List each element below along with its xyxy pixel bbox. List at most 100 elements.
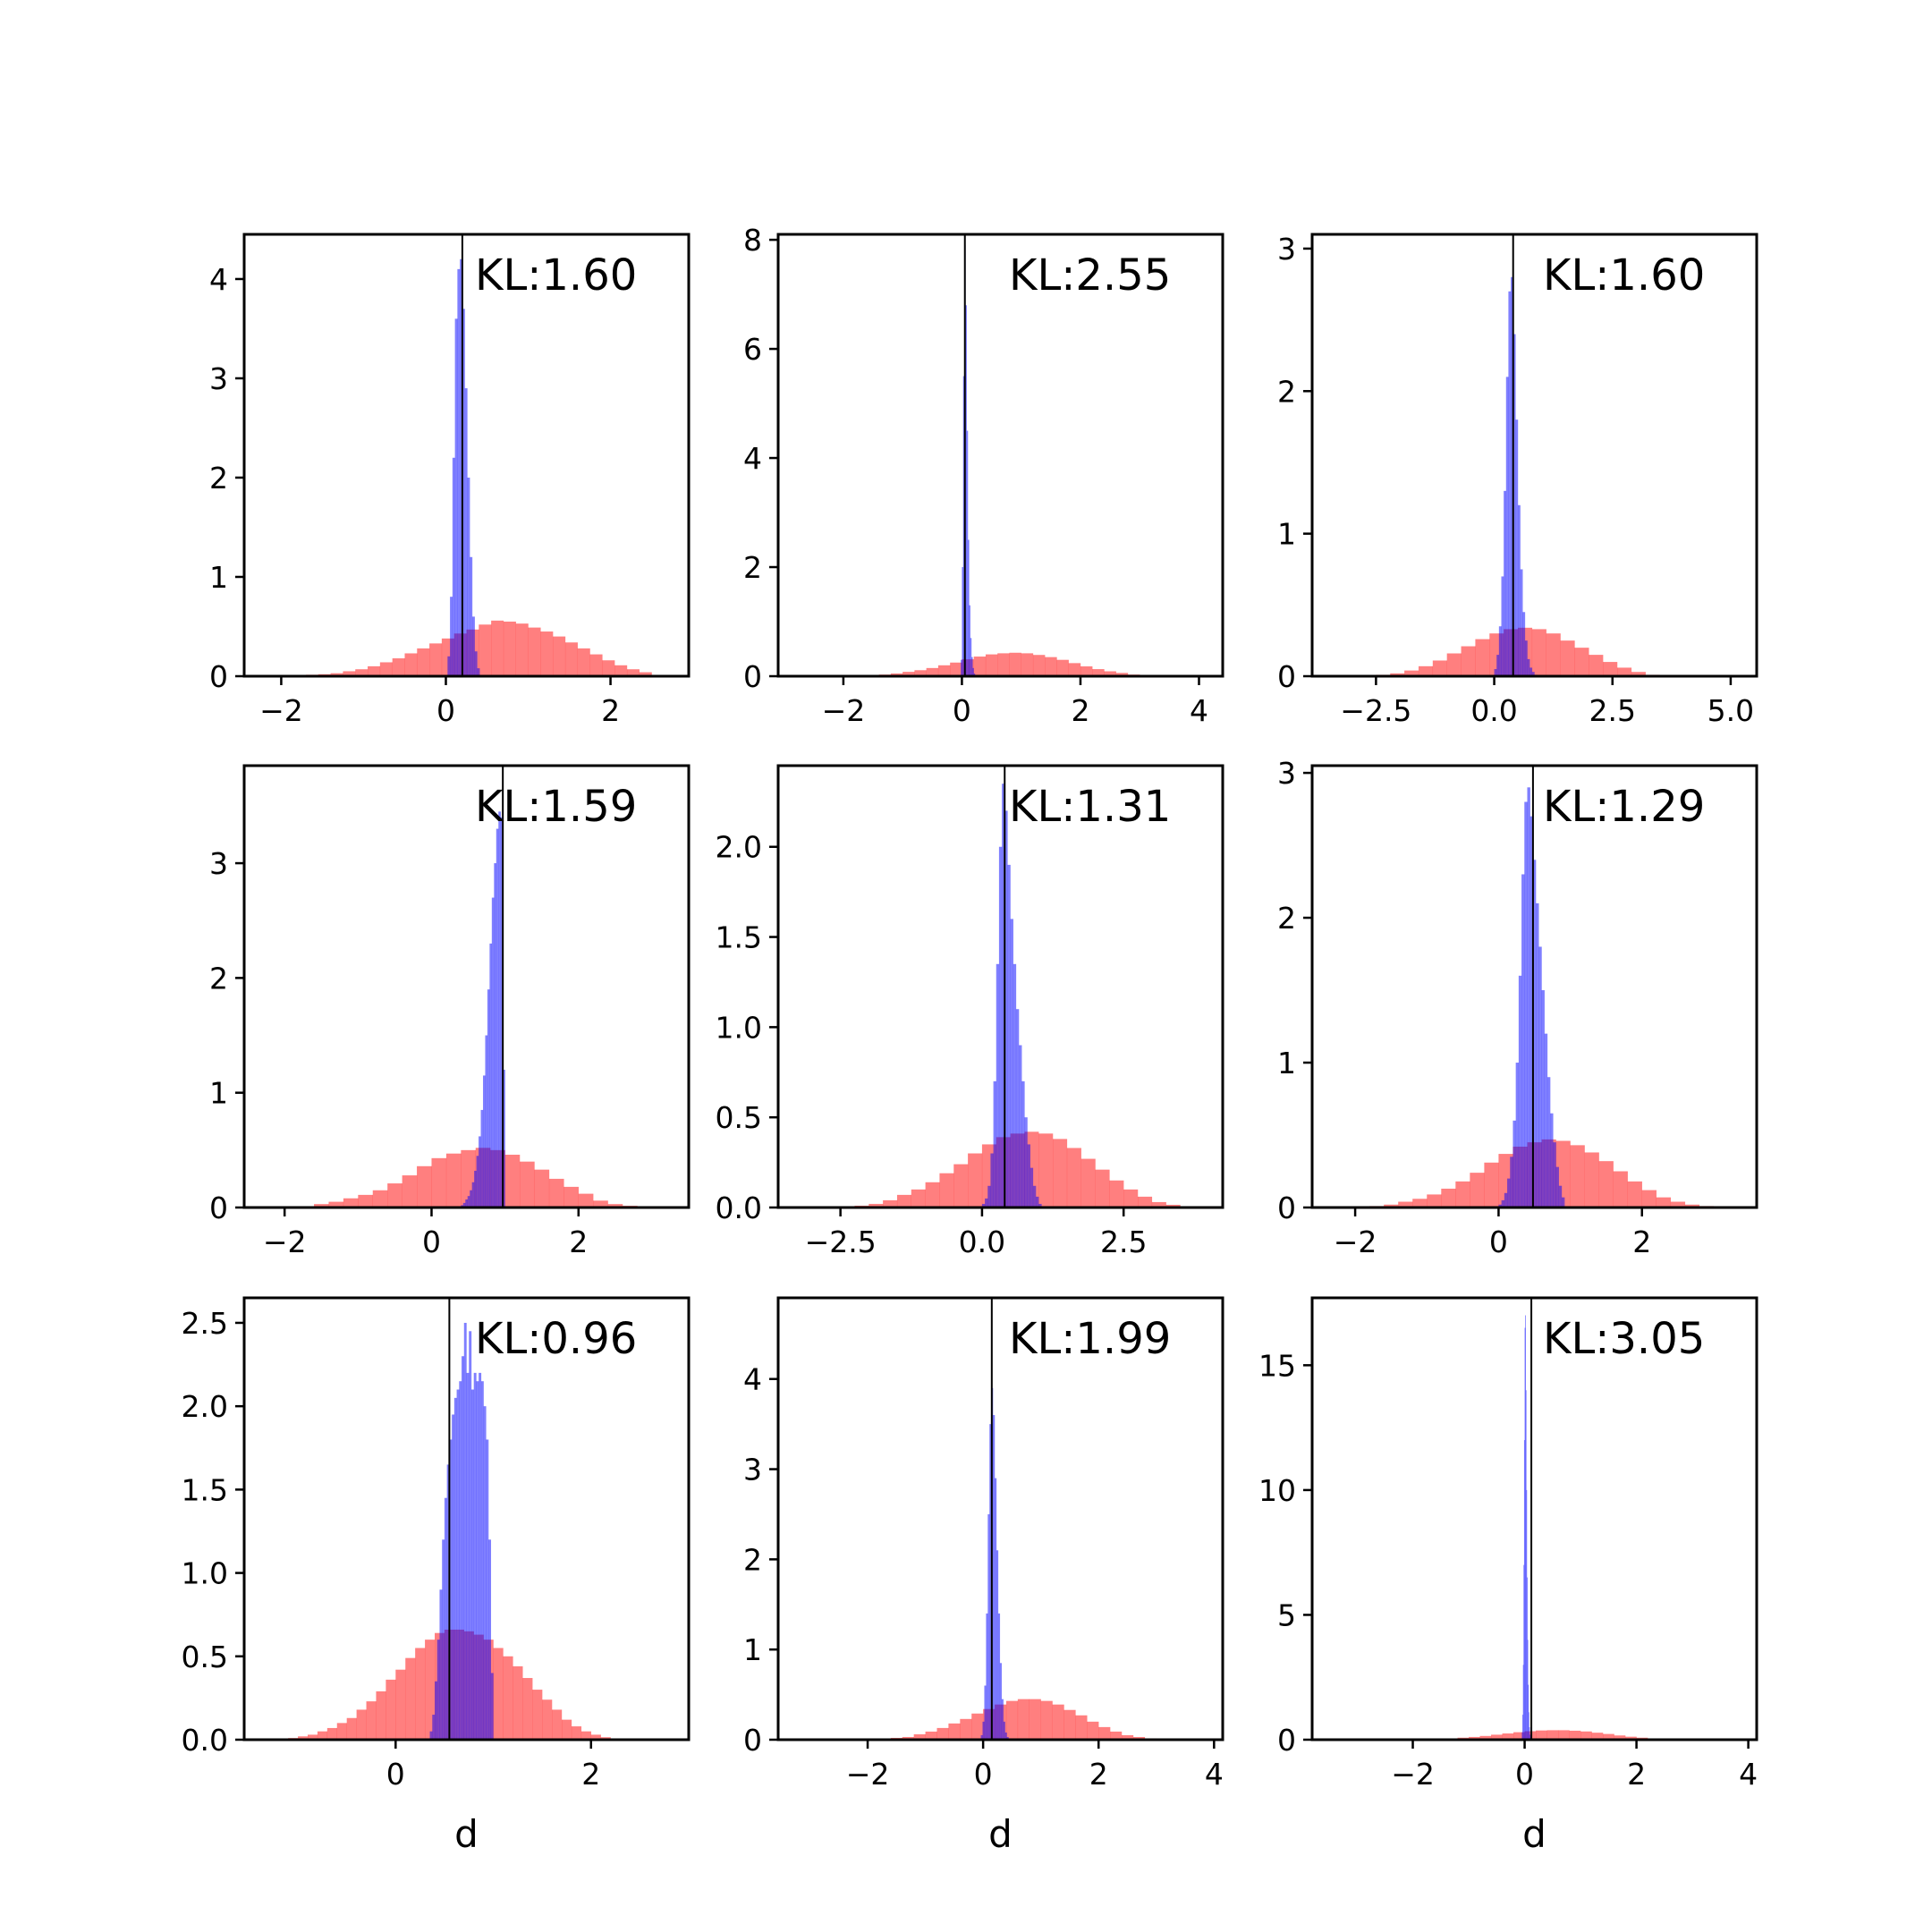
kl-annotation: KL:1.99 bbox=[1009, 1314, 1171, 1364]
histogram-bar bbox=[445, 1153, 462, 1208]
y-tick-label: 5 bbox=[1277, 1597, 1296, 1632]
histogram-bar bbox=[1546, 1730, 1559, 1740]
histogram-bar bbox=[1052, 1704, 1064, 1740]
histogram-bar bbox=[1021, 1080, 1025, 1208]
histogram-bar bbox=[456, 1389, 460, 1740]
histogram-bar bbox=[564, 1186, 579, 1208]
y-tick-label: 2 bbox=[743, 1542, 762, 1577]
subplot-9: −2 0 2 4 0 5 10 15 KL:3.05 d bbox=[1258, 1296, 1758, 1856]
axes-frame bbox=[776, 1296, 1224, 1741]
histogram-bar bbox=[1036, 1196, 1039, 1208]
histogram-bar bbox=[1498, 1204, 1502, 1208]
x-tick-label: 0 bbox=[953, 693, 971, 728]
x-tick-label: −2 bbox=[846, 1757, 890, 1792]
histogram-bar bbox=[869, 1203, 884, 1208]
histogram-bar bbox=[1017, 1699, 1030, 1740]
x-tick-label: 2.5 bbox=[1100, 1224, 1147, 1259]
histogram-bar bbox=[1427, 1194, 1442, 1208]
histogram-bar bbox=[578, 1193, 594, 1208]
histogram-bar bbox=[1053, 1139, 1068, 1208]
histogram-bar bbox=[474, 1170, 477, 1208]
histogram-bar bbox=[968, 539, 970, 676]
histogram-bar bbox=[462, 1356, 464, 1740]
histogram-bar bbox=[498, 811, 501, 1208]
x-tick-label: 2 bbox=[1089, 1757, 1108, 1792]
histogram-bar bbox=[1530, 816, 1534, 1208]
histogram-bar bbox=[969, 605, 970, 676]
histogram-bar bbox=[1522, 1715, 1523, 1740]
histogram-bar bbox=[1009, 652, 1021, 676]
histogram-bar bbox=[1598, 1161, 1614, 1208]
histogram-bar bbox=[1524, 1327, 1526, 1740]
red-histogram-series bbox=[1412, 1730, 1693, 1740]
histogram-bar bbox=[314, 1204, 329, 1208]
histogram-bar bbox=[1491, 1734, 1503, 1740]
histogram-bar bbox=[1469, 1736, 1480, 1740]
histogram-bar bbox=[477, 668, 480, 676]
y-tick-label: 1 bbox=[743, 1632, 762, 1667]
x-axis-label: d bbox=[454, 1812, 479, 1856]
histogram-bar bbox=[1455, 1181, 1470, 1208]
histogram-bar bbox=[1603, 1733, 1614, 1740]
y-tick-label: 3 bbox=[209, 361, 228, 396]
kl-annotation: KL:1.29 bbox=[1543, 782, 1705, 832]
axes-frame bbox=[776, 233, 1224, 678]
histogram-bar bbox=[534, 1169, 550, 1208]
histogram-bar bbox=[1524, 640, 1528, 676]
histogram-bar bbox=[911, 1189, 926, 1208]
histogram-bar bbox=[960, 1718, 972, 1740]
y-tick-label: 2.0 bbox=[182, 1389, 228, 1424]
histogram-bar bbox=[1515, 419, 1519, 676]
histogram-bar bbox=[1501, 576, 1504, 676]
histogram-bar bbox=[452, 1414, 455, 1740]
histogram-bar bbox=[452, 457, 455, 676]
histogram-bar bbox=[346, 1717, 357, 1740]
histogram-bar bbox=[460, 258, 463, 676]
histogram-bar bbox=[1001, 1699, 1004, 1740]
histogram-bar bbox=[358, 1194, 373, 1208]
histogram-bar bbox=[1522, 1665, 1524, 1740]
histogram-bar bbox=[542, 1699, 553, 1740]
histogram-bar bbox=[402, 1175, 418, 1208]
y-tick-label: 3 bbox=[1277, 232, 1296, 267]
histogram-bar bbox=[966, 430, 969, 676]
y-tick-label: 0.0 bbox=[716, 1191, 762, 1225]
x-tick-label: 0 bbox=[974, 1757, 993, 1792]
kl-annotation: KL:1.59 bbox=[475, 782, 637, 832]
histogram-bar bbox=[993, 1080, 996, 1208]
histogram-bar bbox=[328, 1201, 344, 1208]
histogram-bar bbox=[379, 662, 393, 676]
histogram-bar bbox=[1038, 1133, 1054, 1208]
histogram-bar bbox=[417, 1165, 432, 1208]
subplot-4: −2 0 2 0 1 2 3 KL:1.59 bbox=[209, 764, 691, 1259]
histogram-bar bbox=[429, 1731, 433, 1740]
histogram-bar bbox=[435, 1681, 437, 1740]
histogram-bar bbox=[1584, 1152, 1599, 1208]
histogram-bar bbox=[997, 653, 1010, 676]
histogram-bar bbox=[1412, 1199, 1428, 1208]
histogram-bar bbox=[1526, 1489, 1528, 1740]
blue-histogram-series bbox=[461, 811, 505, 1208]
blue-histogram-series bbox=[1494, 276, 1538, 676]
histogram-bar bbox=[436, 1640, 440, 1740]
histogram-bar bbox=[1063, 1709, 1076, 1740]
histogram-bar bbox=[1684, 1204, 1700, 1208]
histogram-bar bbox=[1110, 1731, 1123, 1740]
histogram-bar bbox=[1109, 1180, 1124, 1208]
y-tick-label: 3 bbox=[209, 846, 228, 881]
blue-histogram-series bbox=[961, 245, 976, 676]
x-axis-label: d bbox=[988, 1812, 1013, 1856]
histogram-bar bbox=[1555, 1166, 1559, 1208]
histogram-bar bbox=[1589, 655, 1604, 676]
histogram-bar bbox=[1479, 1735, 1492, 1740]
x-tick-label: 0 bbox=[1489, 1224, 1508, 1259]
histogram-bar bbox=[1390, 673, 1405, 676]
histogram-bar bbox=[503, 1656, 513, 1740]
axes-frame bbox=[1310, 233, 1758, 678]
histogram-bar bbox=[447, 656, 451, 676]
x-tick-label: 0 bbox=[386, 1757, 405, 1792]
y-tick-label: 2 bbox=[1277, 374, 1296, 409]
histogram-bar bbox=[950, 662, 962, 676]
histogram-bar bbox=[936, 1727, 949, 1740]
histogram-bar bbox=[417, 648, 430, 676]
